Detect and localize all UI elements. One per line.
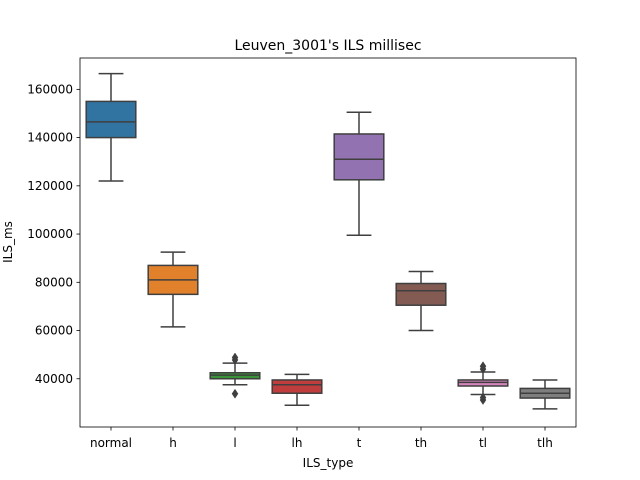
x-tick-label: tlh [537, 436, 553, 450]
x-tick-label: normal [90, 436, 132, 450]
y-tick-label: 100000 [27, 227, 73, 241]
outlier-point [479, 361, 487, 372]
y-axis: 40000 60000 80000 100000 120000 140000 160000 [27, 82, 80, 386]
box-group-l [209, 352, 261, 399]
y-axis-label: ILS_ms [1, 221, 15, 263]
x-tick-label: tl [479, 436, 487, 450]
box-group-normal [85, 72, 137, 182]
box-body [85, 100, 137, 139]
y-tick-label: 160000 [27, 82, 73, 96]
y-tick-label: 40000 [35, 372, 73, 386]
x-tick-label: lh [292, 436, 303, 450]
x-axis-label: ILS_type [303, 456, 354, 470]
chart-title: Leuven_3001's ILS millisec [234, 38, 421, 54]
x-tick-label: h [169, 436, 177, 450]
x-tick-label: l [233, 436, 236, 450]
plot-frame [79, 57, 577, 428]
box-group-lh [271, 373, 323, 407]
box-body [395, 282, 447, 306]
box-group-t [333, 111, 385, 237]
box-group-tlh [519, 379, 571, 410]
box-group-h [147, 251, 199, 328]
outlier-point [479, 392, 487, 403]
y-tick-label: 120000 [27, 179, 73, 193]
y-tick-label: 80000 [35, 275, 73, 289]
box-group-tl [457, 361, 509, 405]
box-body [271, 379, 323, 394]
x-axis: normal h l lh t th tl tlh [90, 427, 553, 450]
x-tick-label: t [357, 436, 362, 450]
box-body [333, 133, 385, 181]
y-tick-label: 60000 [35, 324, 73, 338]
box-group-th [395, 270, 447, 332]
outlier-point [231, 388, 239, 399]
plot-area [85, 72, 571, 410]
outlier-point [231, 352, 239, 363]
y-tick-label: 140000 [27, 131, 73, 145]
x-tick-label: th [415, 436, 427, 450]
